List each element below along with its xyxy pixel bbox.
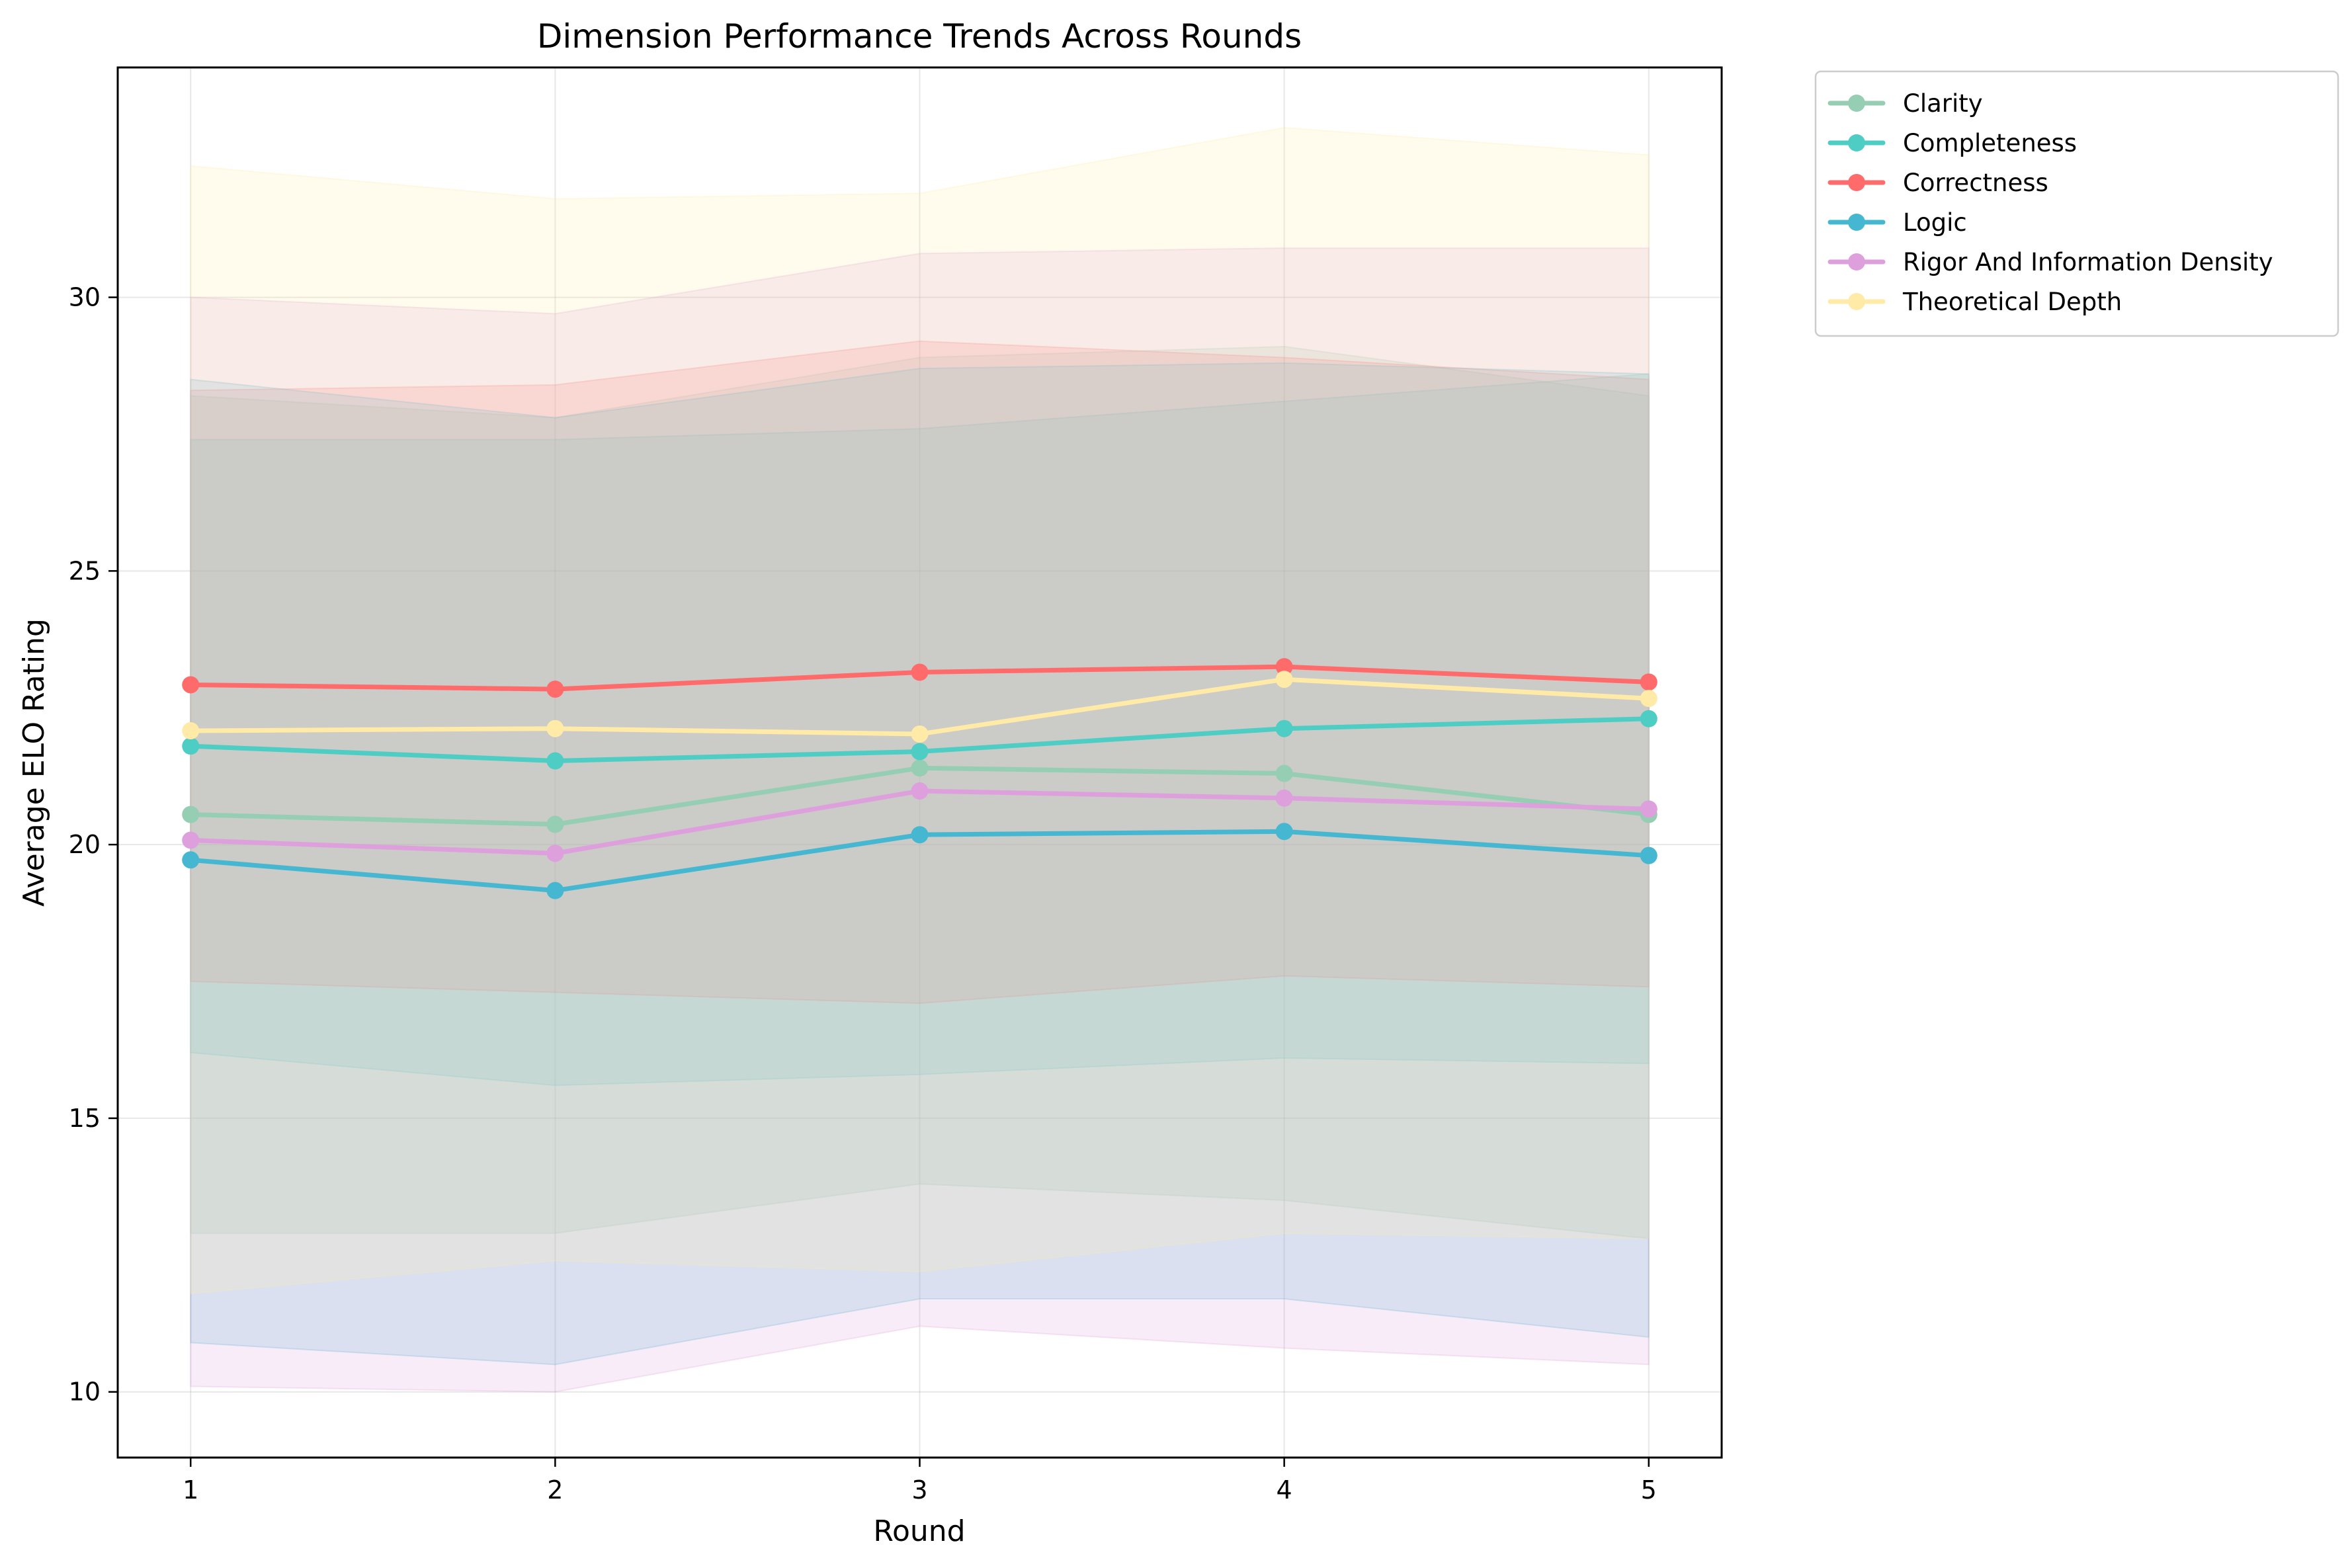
point-correctness xyxy=(1640,673,1658,691)
legend-label-clarity: Clarity xyxy=(1903,89,1983,118)
y-axis-label: Average ELO Rating xyxy=(17,618,51,907)
point-logic xyxy=(911,826,929,844)
x-axis-label: Round xyxy=(873,1514,965,1548)
point-rigor-and-information-density xyxy=(1640,800,1658,818)
legend-swatch-marker xyxy=(1848,293,1865,310)
point-rigor-and-information-density xyxy=(546,845,564,862)
chart-title: Dimension Performance Trends Across Roun… xyxy=(537,17,1302,56)
point-completeness xyxy=(546,752,564,770)
point-completeness xyxy=(1640,710,1658,727)
legend: Clarity Completeness Correctness Logic Rigor… xyxy=(1814,70,2339,337)
point-rigor-and-information-density xyxy=(911,782,929,800)
point-clarity xyxy=(182,805,200,823)
legend-swatch-marker xyxy=(1848,253,1865,270)
point-completeness xyxy=(911,743,929,761)
point-logic xyxy=(546,882,564,899)
x-tick-label: 2 xyxy=(547,1475,563,1505)
y-tick-label: 20 xyxy=(69,830,101,859)
series-markers xyxy=(182,658,1658,899)
legend-label-logic: Logic xyxy=(1903,208,1967,237)
point-correctness xyxy=(1275,658,1293,676)
y-tick-label: 15 xyxy=(69,1104,101,1133)
x-tick-label: 1 xyxy=(183,1475,198,1505)
point-logic xyxy=(1275,823,1293,841)
legend-label-theoretical-depth: Theoretical Depth xyxy=(1902,288,2122,316)
x-tick-label: 5 xyxy=(1641,1475,1657,1505)
legend-swatch-marker xyxy=(1848,134,1865,151)
point-completeness xyxy=(1275,720,1293,737)
x-tick-label: 3 xyxy=(911,1475,927,1505)
point-clarity xyxy=(1275,764,1293,782)
legend-swatch-marker xyxy=(1848,95,1865,112)
legend-swatch-marker xyxy=(1848,174,1865,191)
point-rigor-and-information-density xyxy=(182,831,200,849)
point-theoretical-depth xyxy=(911,725,929,743)
point-clarity xyxy=(911,759,929,777)
axis-ticks: 1 2 3 4 5 10 15 20 25 30 xyxy=(69,283,1657,1505)
point-logic xyxy=(1640,846,1658,864)
point-completeness xyxy=(182,737,200,755)
band-rigor-and-information-density xyxy=(190,247,1650,1393)
legend-label-completeness: Completeness xyxy=(1903,129,2077,157)
point-rigor-and-information-density xyxy=(1275,789,1293,807)
legend-label-correctness: Correctness xyxy=(1903,169,2048,197)
y-tick-label: 10 xyxy=(69,1378,101,1407)
point-theoretical-depth xyxy=(1640,690,1658,708)
x-tick-label: 4 xyxy=(1277,1475,1292,1505)
point-logic xyxy=(182,851,200,869)
band-logic xyxy=(190,362,1650,1366)
point-clarity xyxy=(546,815,564,833)
point-theoretical-depth xyxy=(1275,671,1293,688)
point-correctness xyxy=(911,663,929,681)
legend-swatch-marker xyxy=(1848,214,1865,231)
point-correctness xyxy=(546,681,564,698)
legend-box xyxy=(1814,70,2339,337)
y-tick-label: 25 xyxy=(69,556,101,585)
legend-label-rigor-and-information-density: Rigor And Information Density xyxy=(1903,248,2273,276)
point-theoretical-depth xyxy=(182,722,200,740)
point-correctness xyxy=(182,676,200,694)
point-theoretical-depth xyxy=(546,720,564,737)
band-theoretical-depth xyxy=(190,127,1650,1294)
y-tick-label: 30 xyxy=(69,283,101,312)
